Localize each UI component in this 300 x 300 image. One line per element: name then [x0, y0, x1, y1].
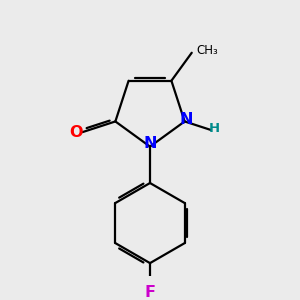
- Text: N: N: [143, 136, 157, 152]
- Text: CH₃: CH₃: [196, 44, 218, 57]
- Text: O: O: [69, 124, 83, 140]
- Text: F: F: [145, 285, 155, 300]
- Text: N: N: [180, 112, 193, 127]
- Text: H: H: [209, 122, 220, 136]
